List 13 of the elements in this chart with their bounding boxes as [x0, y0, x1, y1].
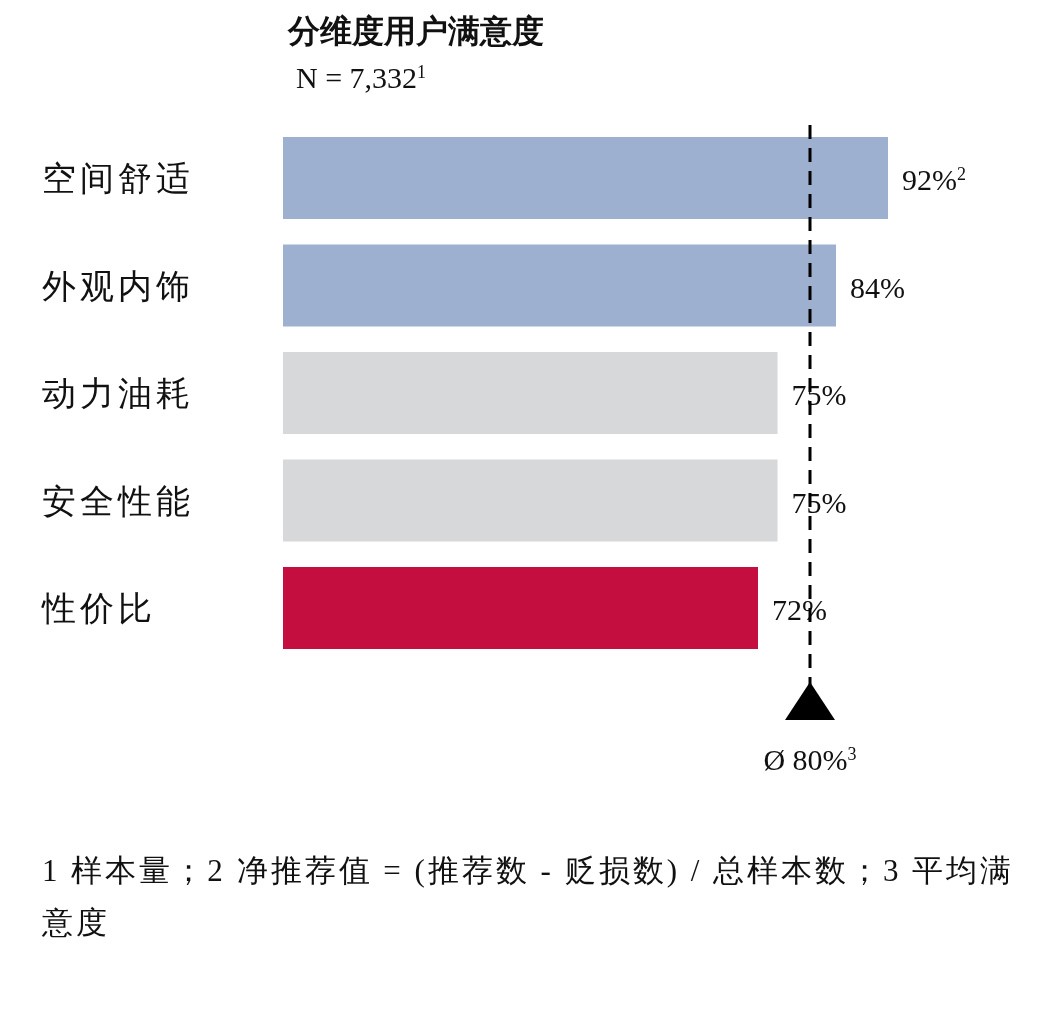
data-label: 92%$^{2}$	[902, 163, 966, 196]
y-tick-label: 安全性能	[42, 482, 194, 520]
data-label: 84%	[850, 270, 905, 304]
ref-line-label: Ø 80%$^{3}$	[763, 743, 857, 776]
data-label: 72%	[772, 593, 827, 626]
chart-title: 分维度用户满意度	[287, 13, 544, 49]
text: 1 样本量；2 净推荐值 = (推荐数 - 贬损数) / 总样本数；3 平均满意度	[42, 852, 1016, 942]
y-tick-label: 动力油耗	[42, 375, 194, 412]
data-label: 75%	[791, 485, 847, 519]
y-tick-label: 空间舒适	[42, 160, 194, 197]
y-tick-label: 外观内饰	[42, 267, 194, 305]
chart-subtitle: N = 7,332$^{1}$	[296, 61, 427, 94]
y-tick-label: 性价比	[41, 590, 156, 627]
